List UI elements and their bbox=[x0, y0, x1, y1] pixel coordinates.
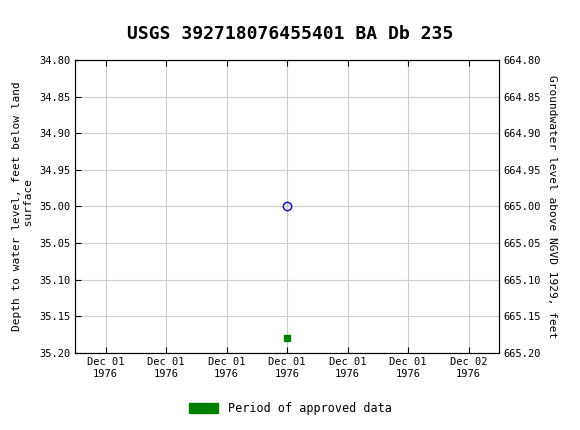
Legend: Period of approved data: Period of approved data bbox=[184, 397, 396, 420]
Text: USGS 392718076455401 BA Db 235: USGS 392718076455401 BA Db 235 bbox=[127, 25, 453, 43]
Y-axis label: Groundwater level above NGVD 1929, feet: Groundwater level above NGVD 1929, feet bbox=[547, 75, 557, 338]
Text: ≡USGS: ≡USGS bbox=[3, 7, 101, 31]
Y-axis label: Depth to water level, feet below land
 surface: Depth to water level, feet below land su… bbox=[12, 82, 34, 331]
